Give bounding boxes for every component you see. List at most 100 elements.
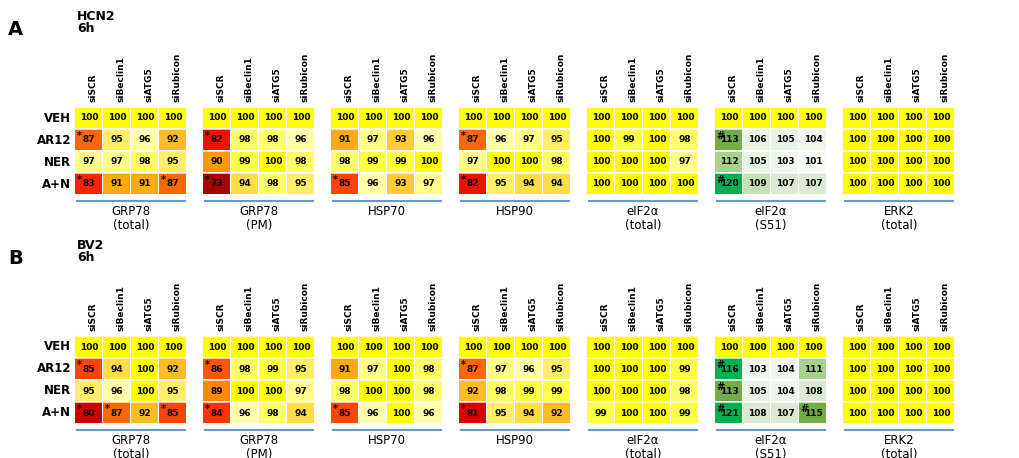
Text: 92: 92 [550, 409, 562, 418]
Text: 92: 92 [139, 409, 151, 418]
Bar [926, 107, 953, 128]
Text: 98: 98 [422, 387, 435, 396]
Bar [898, 151, 925, 172]
Text: *: * [332, 404, 337, 414]
Text: 95: 95 [494, 180, 506, 189]
Bar [259, 107, 285, 128]
Bar [103, 402, 129, 423]
Bar [75, 402, 102, 423]
Bar [331, 402, 358, 423]
Text: 111: 111 [803, 365, 821, 374]
Text: 93: 93 [394, 136, 407, 145]
Text: 81: 81 [467, 409, 479, 418]
Text: 116: 116 [719, 365, 738, 374]
Text: 87: 87 [467, 365, 479, 374]
Text: #: # [715, 175, 723, 185]
Bar [614, 380, 641, 401]
Text: 99: 99 [366, 158, 379, 167]
Text: *: * [461, 131, 466, 141]
Text: (total): (total) [879, 219, 916, 232]
Text: 85: 85 [338, 180, 351, 189]
Text: #: # [715, 131, 723, 141]
Bar [103, 107, 129, 128]
Text: 98: 98 [266, 136, 279, 145]
Bar [203, 129, 229, 150]
Bar [870, 107, 897, 128]
Text: 97: 97 [466, 158, 479, 167]
Bar [159, 151, 185, 172]
Text: 100: 100 [719, 114, 738, 122]
Bar [415, 151, 441, 172]
Text: siBeclin1: siBeclin1 [884, 56, 893, 102]
Bar [415, 336, 441, 357]
Bar [770, 336, 797, 357]
Bar [286, 129, 314, 150]
Text: 100: 100 [930, 343, 950, 351]
Bar [898, 336, 925, 357]
Text: 95: 95 [550, 136, 562, 145]
Text: 96: 96 [494, 136, 506, 145]
Text: #: # [799, 404, 807, 414]
Text: 85: 85 [338, 409, 351, 418]
Text: (PM): (PM) [246, 219, 272, 232]
Text: 92: 92 [467, 387, 479, 396]
Text: GRP78: GRP78 [111, 434, 151, 447]
Bar [798, 402, 825, 423]
Text: 100: 100 [775, 343, 794, 351]
Text: 94: 94 [522, 180, 535, 189]
Text: 98: 98 [294, 158, 307, 167]
Text: 100: 100 [847, 136, 865, 145]
Text: 100: 100 [591, 136, 609, 145]
Text: AR12: AR12 [37, 362, 71, 376]
Bar [286, 402, 314, 423]
Bar [842, 129, 869, 150]
Bar [742, 358, 769, 379]
Text: 87: 87 [166, 180, 179, 189]
Bar [742, 380, 769, 401]
Bar [259, 336, 285, 357]
Text: 73: 73 [211, 180, 223, 189]
Bar [614, 129, 641, 150]
Bar [586, 129, 613, 150]
Bar [75, 380, 102, 401]
Bar [331, 107, 358, 128]
Bar [286, 107, 314, 128]
Text: 96: 96 [111, 387, 123, 396]
Bar [742, 173, 769, 194]
Text: A: A [8, 20, 23, 39]
Text: siRubicon: siRubicon [812, 282, 821, 331]
Text: 100: 100 [647, 158, 665, 167]
Text: siRubicon: siRubicon [556, 282, 566, 331]
Text: 82: 82 [211, 136, 223, 145]
Bar [714, 151, 741, 172]
Bar [770, 380, 797, 401]
Text: 100: 100 [719, 343, 738, 351]
Text: 100: 100 [930, 409, 950, 418]
Text: 95: 95 [166, 158, 179, 167]
Text: 100: 100 [875, 409, 894, 418]
Text: 100: 100 [79, 114, 98, 122]
Text: siRubicon: siRubicon [173, 53, 181, 102]
Text: 6h: 6h [76, 22, 95, 35]
Text: eIF2α: eIF2α [754, 434, 787, 447]
Bar [586, 358, 613, 379]
Bar [159, 402, 185, 423]
Text: siSCR: siSCR [89, 302, 98, 331]
Text: A+N: A+N [42, 407, 71, 420]
Text: VEH: VEH [44, 340, 71, 354]
Bar [742, 107, 769, 128]
Text: *: * [205, 175, 210, 185]
Text: 121: 121 [719, 409, 738, 418]
Text: 97: 97 [366, 136, 379, 145]
Text: *: * [332, 175, 337, 185]
Text: *: * [205, 360, 210, 370]
Text: *: * [161, 175, 165, 185]
Text: 100: 100 [675, 180, 694, 189]
Bar [542, 380, 570, 401]
Text: 100: 100 [875, 365, 894, 374]
Bar [359, 173, 385, 194]
Text: 96: 96 [139, 136, 151, 145]
Text: 100: 100 [620, 158, 638, 167]
Text: 100: 100 [235, 343, 254, 351]
Bar [159, 173, 185, 194]
